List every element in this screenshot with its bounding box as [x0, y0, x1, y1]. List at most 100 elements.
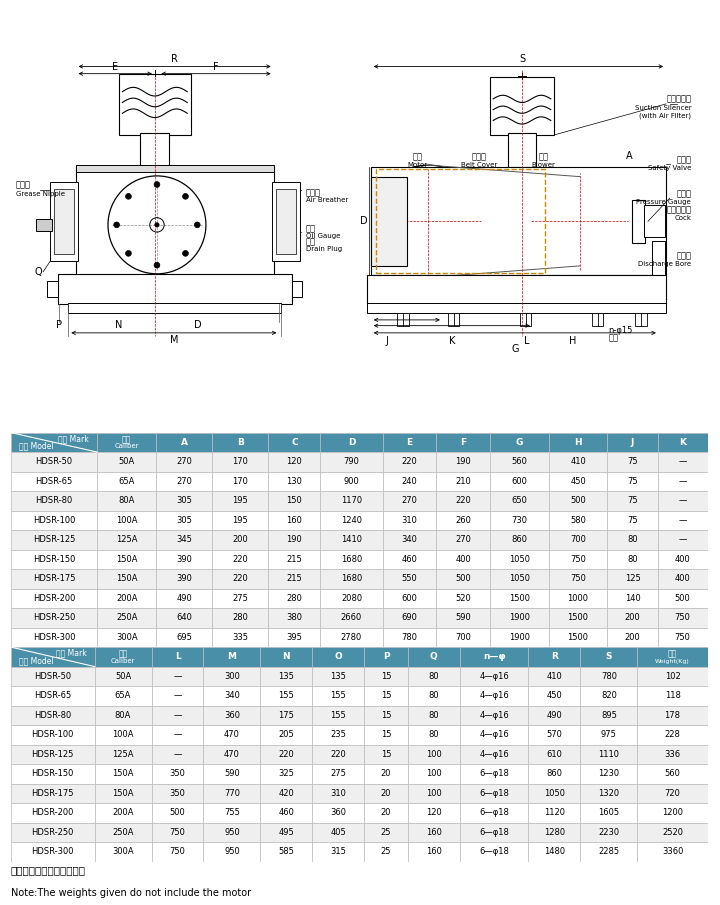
Circle shape	[154, 262, 160, 268]
Circle shape	[183, 194, 189, 199]
Bar	[408, 842, 460, 862]
Bar	[212, 588, 269, 608]
Text: 155: 155	[279, 691, 294, 700]
Text: 460: 460	[279, 808, 294, 817]
Bar	[408, 686, 460, 706]
Text: 4—φ16: 4—φ16	[480, 691, 509, 700]
Text: HDSR-250: HDSR-250	[32, 828, 74, 837]
Bar	[528, 745, 580, 764]
Bar	[528, 764, 580, 784]
Text: L: L	[524, 337, 530, 347]
Bar	[269, 608, 320, 627]
Text: 755: 755	[224, 808, 240, 817]
Text: Cock: Cock	[674, 214, 691, 221]
Text: 170: 170	[233, 477, 248, 486]
Bar	[490, 608, 549, 627]
Bar	[212, 433, 269, 452]
Text: 390: 390	[176, 575, 192, 584]
Bar	[151, 764, 204, 784]
Bar	[637, 667, 708, 686]
Text: 200: 200	[233, 536, 248, 544]
Text: 200A: 200A	[112, 808, 134, 817]
Text: 210: 210	[455, 477, 471, 486]
Bar	[637, 764, 708, 784]
Text: 450: 450	[546, 691, 562, 700]
Text: 650: 650	[511, 496, 527, 505]
Bar	[637, 706, 708, 725]
Text: 15: 15	[381, 730, 392, 739]
Bar	[580, 784, 637, 803]
Bar	[436, 627, 490, 647]
Bar	[528, 667, 580, 686]
Text: 75: 75	[627, 516, 638, 525]
Bar	[269, 510, 320, 530]
Bar	[520, 313, 531, 326]
Text: 305: 305	[176, 516, 192, 525]
Bar	[608, 627, 657, 647]
Bar	[408, 706, 460, 725]
Text: 压力表: 压力表	[676, 189, 691, 198]
Text: Safety Valve: Safety Valve	[648, 165, 691, 171]
Bar	[11, 491, 97, 510]
Text: —: —	[174, 730, 181, 739]
Bar	[11, 433, 97, 452]
Bar	[371, 176, 407, 266]
Bar	[261, 803, 312, 823]
Bar	[58, 274, 292, 304]
Bar	[490, 510, 549, 530]
Text: 310: 310	[402, 516, 418, 525]
Text: S: S	[519, 54, 525, 64]
Text: Oil Gauge: Oil Gauge	[306, 233, 341, 239]
Text: 730: 730	[511, 516, 527, 525]
Bar	[261, 686, 312, 706]
Bar	[376, 169, 545, 273]
Bar	[276, 189, 296, 253]
Text: 780: 780	[601, 672, 617, 681]
Bar	[212, 608, 269, 627]
Text: S: S	[606, 653, 612, 662]
Text: 150A: 150A	[112, 769, 134, 778]
Bar	[637, 745, 708, 764]
Circle shape	[154, 182, 160, 187]
Bar	[11, 667, 94, 686]
Circle shape	[155, 223, 159, 227]
Text: 250A: 250A	[116, 614, 138, 623]
Bar	[657, 530, 708, 549]
Bar	[549, 510, 608, 530]
Bar	[156, 608, 212, 627]
Bar	[97, 472, 156, 491]
Text: 75: 75	[627, 496, 638, 505]
Text: 排气体: 排气体	[306, 188, 321, 197]
Bar	[47, 281, 58, 297]
Bar	[11, 706, 94, 725]
Bar	[292, 281, 302, 297]
Text: 3360: 3360	[662, 847, 683, 856]
Text: 610: 610	[546, 750, 562, 758]
Bar	[11, 764, 94, 784]
Text: 380: 380	[287, 614, 302, 623]
Bar	[204, 725, 261, 745]
Bar	[657, 433, 708, 452]
Text: —: —	[678, 457, 687, 466]
Bar	[608, 452, 657, 472]
Bar	[637, 725, 708, 745]
Bar	[156, 588, 212, 608]
Text: Discharge Bore: Discharge Bore	[638, 261, 691, 267]
Bar	[11, 803, 94, 823]
Text: N: N	[282, 653, 290, 662]
Text: 重量: 重量	[668, 650, 678, 659]
Text: 65A: 65A	[119, 477, 135, 486]
Text: 1050: 1050	[544, 789, 565, 798]
Text: 80A: 80A	[115, 710, 131, 719]
Bar	[212, 530, 269, 549]
Bar	[11, 745, 94, 764]
Text: HDSR-125: HDSR-125	[33, 536, 75, 544]
Text: G: G	[516, 438, 523, 447]
Bar	[156, 433, 212, 452]
Bar	[269, 588, 320, 608]
Text: 50A: 50A	[119, 457, 135, 466]
Bar	[408, 764, 460, 784]
Bar	[269, 472, 320, 491]
Bar	[657, 549, 708, 569]
Text: 490: 490	[546, 710, 562, 719]
